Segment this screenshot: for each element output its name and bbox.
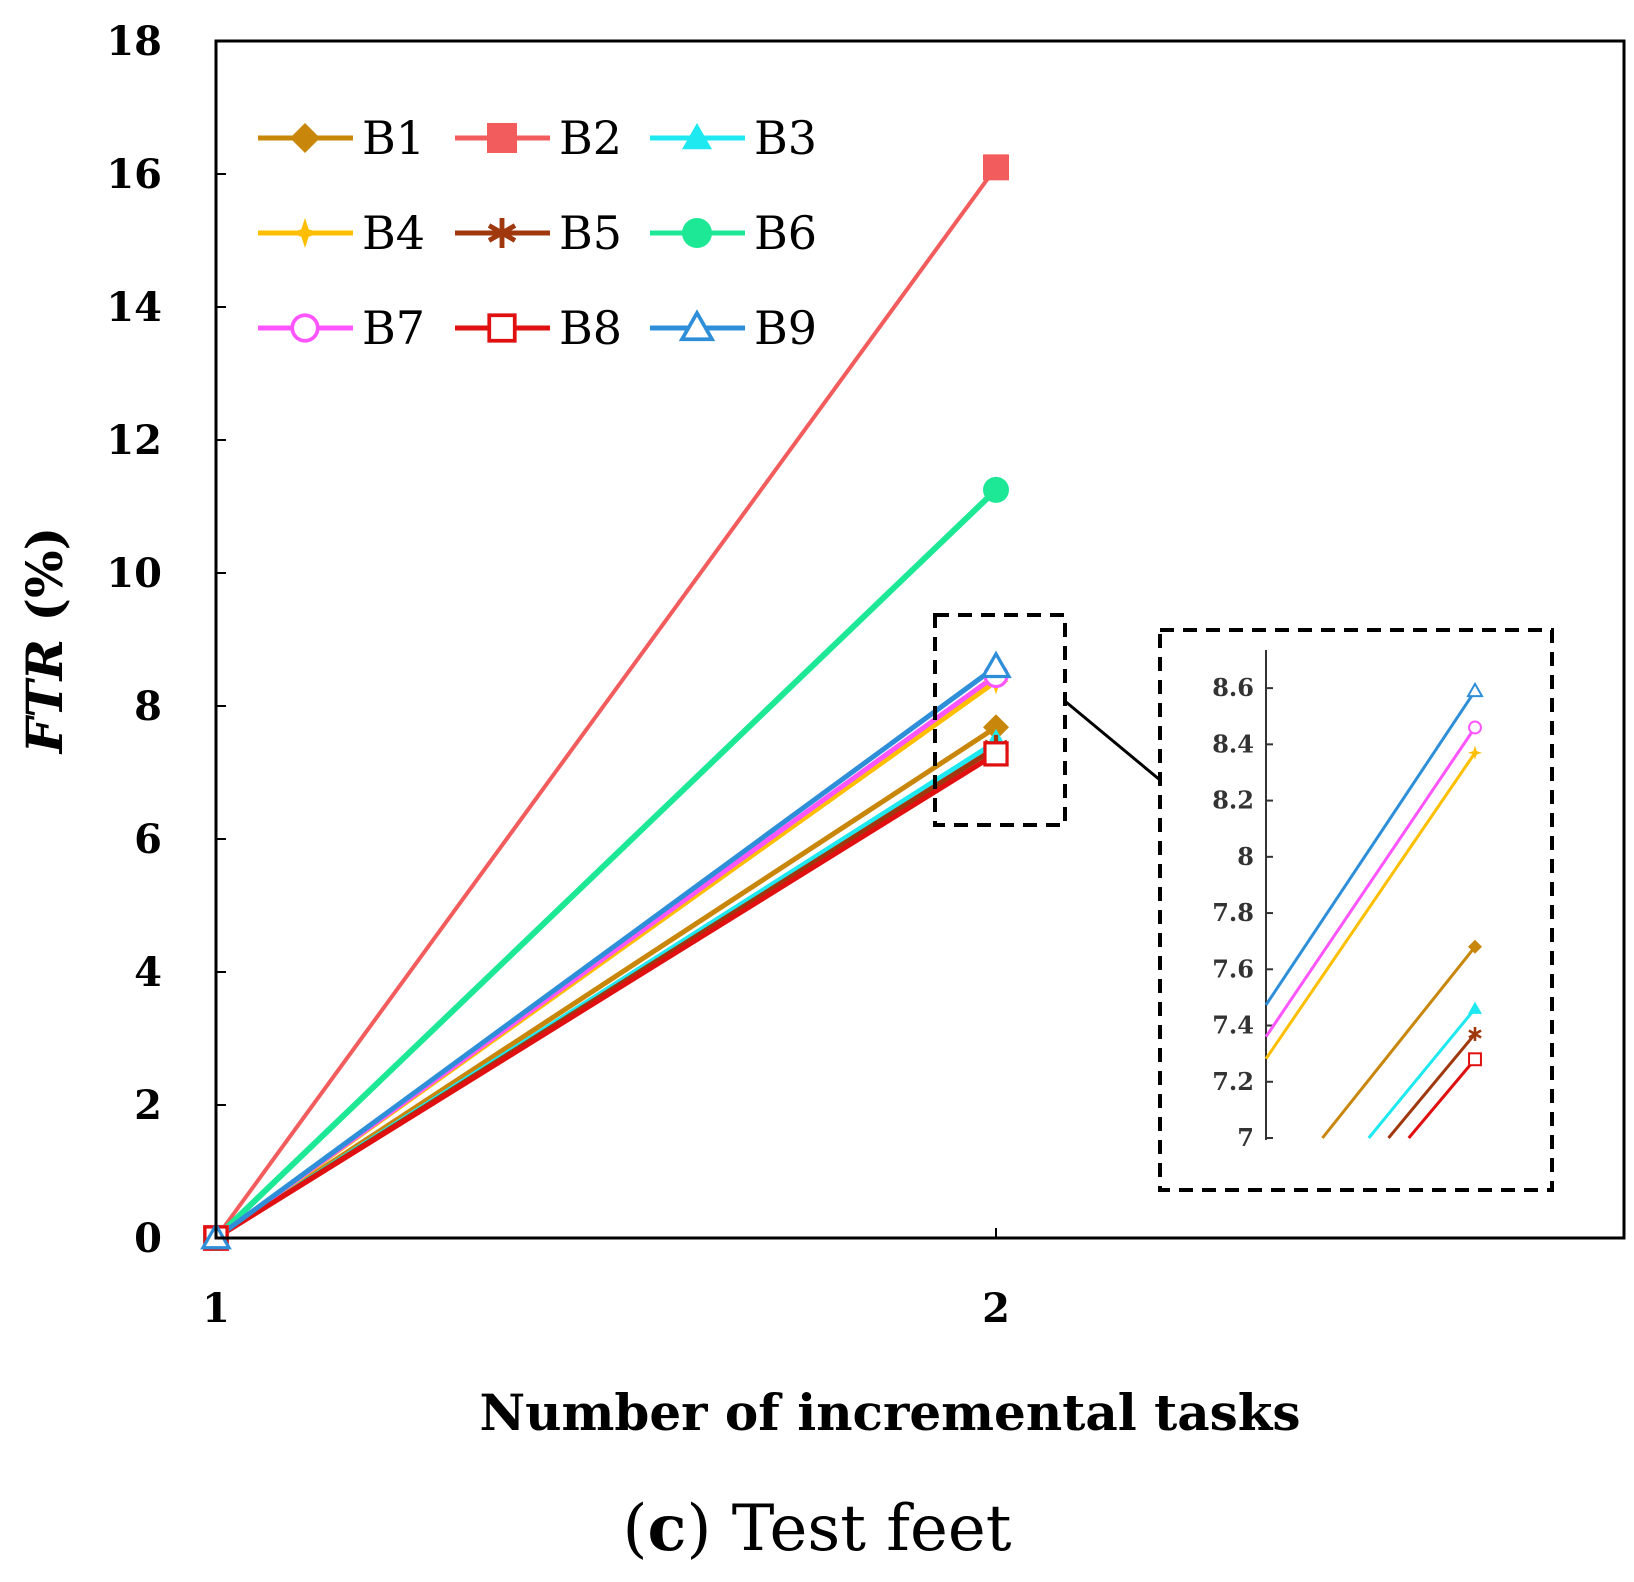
point-b9-2 (980, 650, 1012, 679)
inset-line-b8 (1407, 1058, 1477, 1139)
legend-marker-b8 (487, 313, 517, 343)
plot-frame (214, 39, 1626, 1240)
legend-item-b4: B4 (258, 206, 425, 260)
inset-point-b8 (1468, 1052, 1482, 1067)
inset-tick-label: 7.4 (1212, 1011, 1254, 1040)
inset-line-b4 (1264, 751, 1477, 1060)
point-b2-2 (983, 154, 1009, 181)
y-tick-label: 12 (106, 417, 162, 464)
legend-item-b5: B5 (455, 206, 622, 260)
legend-item-b3: B3 (650, 111, 817, 165)
legend: B1 B2 B3 B4 B5 B6 B7 B8 B9 (258, 111, 817, 355)
legend-marker-b7 (290, 313, 320, 343)
inset-line-b3 (1367, 1007, 1477, 1139)
inset-y-axis: 7 7.2 7.4 7.6 7.8 8 8.2 8.4 8.6 (1212, 673, 1273, 1152)
inset-tick-label: 7.6 (1212, 954, 1254, 983)
inset-series-markers (1466, 681, 1484, 1067)
inset-series-lines (1264, 690, 1477, 1139)
inset-line-b1 (1321, 945, 1477, 1139)
inset-tick-label: 8.6 (1212, 673, 1254, 702)
legend-item-b9: B9 (650, 301, 817, 355)
y-tick-label: 10 (106, 550, 162, 597)
legend-label: B3 (754, 111, 817, 165)
point-b6-2 (983, 476, 1009, 503)
inset-tick-label: 7.2 (1212, 1067, 1254, 1096)
inset-point-b4 (1468, 745, 1482, 760)
y-tick-label: 16 (106, 151, 162, 198)
series-line-b9 (214, 664, 998, 1241)
y-tick-label: 18 (106, 18, 162, 65)
legend-item-b1: B1 (258, 111, 425, 165)
point-b1-2 (983, 714, 1009, 741)
legend-label: B5 (559, 206, 622, 260)
inset-line-b7 (1264, 726, 1477, 1038)
inset-point-b7 (1468, 720, 1482, 735)
zoom-box (933, 613, 1067, 827)
y-axis-label: FTR (%) (15, 527, 74, 756)
inset-tick-label: 7 (1237, 1123, 1254, 1152)
inset-tick-label: 8 (1237, 842, 1254, 871)
inset-line-b5 (1387, 1033, 1477, 1139)
x-tick-label: 1 (202, 1285, 230, 1332)
inset-point-b1 (1468, 939, 1482, 954)
series-line-b6 (213, 487, 999, 1241)
inset-tick-label: 8.4 (1212, 729, 1254, 758)
y-axis: 0 2 4 6 8 10 12 14 16 18 (106, 18, 226, 1262)
legend-item-b6: B6 (650, 206, 817, 260)
x-axis-label: Number of incremental tasks (479, 1383, 1300, 1442)
legend-marker-b4 (290, 218, 320, 248)
main-series-lines (213, 166, 999, 1241)
inset-line-b9 (1264, 690, 1477, 1006)
legend-label: B1 (362, 111, 425, 165)
legend-marker-b2 (487, 123, 517, 153)
y-tick-label: 8 (134, 683, 162, 730)
legend-item-b8: B8 (455, 301, 622, 355)
legend-label: B8 (559, 301, 622, 355)
inset-point-b5 (1468, 1026, 1482, 1041)
legend-item-b2: B2 (455, 111, 622, 165)
series-line-b2 (214, 166, 998, 1240)
point-b8-2 (983, 741, 1009, 767)
inset-tick-label: 7.8 (1212, 898, 1254, 927)
x-tick-label: 2 (982, 1285, 1010, 1332)
y-tick-label: 2 (134, 1082, 162, 1129)
figure-caption: (c) Test feet (623, 1491, 1012, 1566)
inset-point-b9 (1466, 681, 1484, 698)
y-tick-label: 0 (134, 1215, 162, 1262)
zoom-connector (1065, 700, 1161, 782)
inset-point-b3 (1468, 1001, 1482, 1014)
legend-marker-b9 (678, 309, 716, 342)
legend-marker-b3 (682, 123, 712, 150)
legend-item-b7: B7 (258, 301, 425, 355)
legend-marker-b5 (487, 218, 517, 248)
y-tick-label: 14 (106, 284, 162, 331)
series-line-b8 (214, 751, 998, 1241)
inset-tick-label: 8.2 (1212, 786, 1254, 815)
y-tick-label: 4 (134, 949, 162, 996)
y-tick-label: 6 (134, 816, 162, 863)
legend-label: B7 (362, 301, 425, 355)
legend-label: B9 (754, 301, 817, 355)
legend-marker-b6 (682, 218, 712, 248)
legend-label: B4 (362, 206, 425, 260)
legend-label: B2 (559, 111, 622, 165)
legend-label: B6 (754, 206, 817, 260)
legend-marker-b1 (290, 123, 320, 153)
